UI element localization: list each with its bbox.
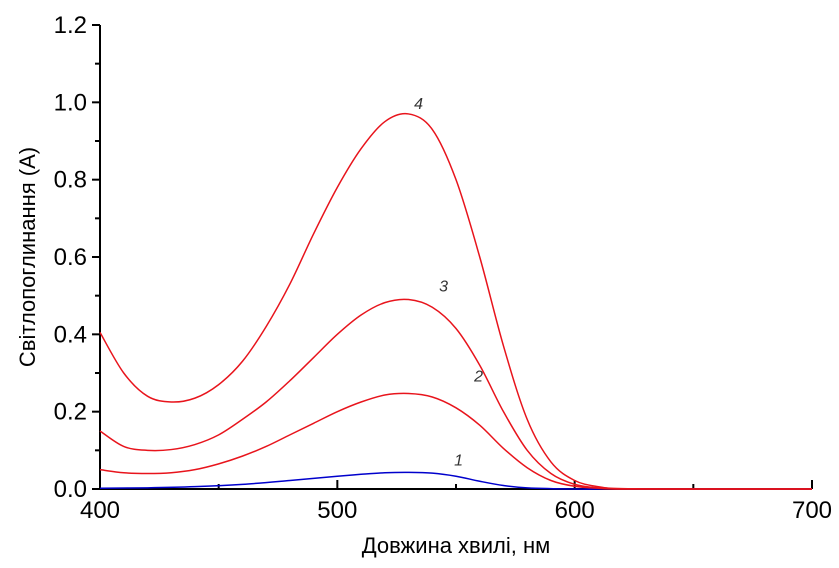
x-tick-label: 400 — [80, 497, 120, 524]
x-tick-label: 600 — [555, 497, 595, 524]
tick-labels: 400 500 600 700 0.0 0.2 0.4 0.6 0.8 1.0 1.2 — [54, 12, 832, 524]
x-tick-label: 700 — [792, 497, 832, 524]
y-tick-label: 0.0 — [54, 476, 87, 503]
y-tick-label: 0.2 — [54, 399, 87, 426]
y-tick-label: 0.6 — [54, 244, 87, 271]
series-line-2 — [99, 392, 812, 490]
series-line-3 — [99, 298, 812, 490]
curve-label-3: 3 — [439, 279, 448, 296]
curve-labels: 1 2 3 4 — [414, 96, 483, 469]
series-group — [99, 112, 813, 490]
y-tick-label: 0.8 — [54, 167, 87, 194]
curve-label-2: 2 — [473, 368, 483, 385]
y-tick-label: 1.2 — [54, 12, 87, 39]
x-tick-label: 500 — [317, 497, 357, 524]
y-tick-label: 0.4 — [54, 321, 87, 348]
series-line-4 — [99, 112, 813, 490]
x-axis-label: Довжина хвилі, нм — [362, 533, 551, 558]
y-axis-label: Світлопоглинання (А) — [15, 147, 40, 367]
y-tick-label: 1.0 — [54, 89, 87, 116]
curve-label-1: 1 — [454, 452, 463, 469]
axes — [99, 25, 812, 490]
ticks — [92, 24, 813, 490]
series-line-1 — [99, 471, 812, 490]
curve-label-4: 4 — [414, 96, 423, 113]
